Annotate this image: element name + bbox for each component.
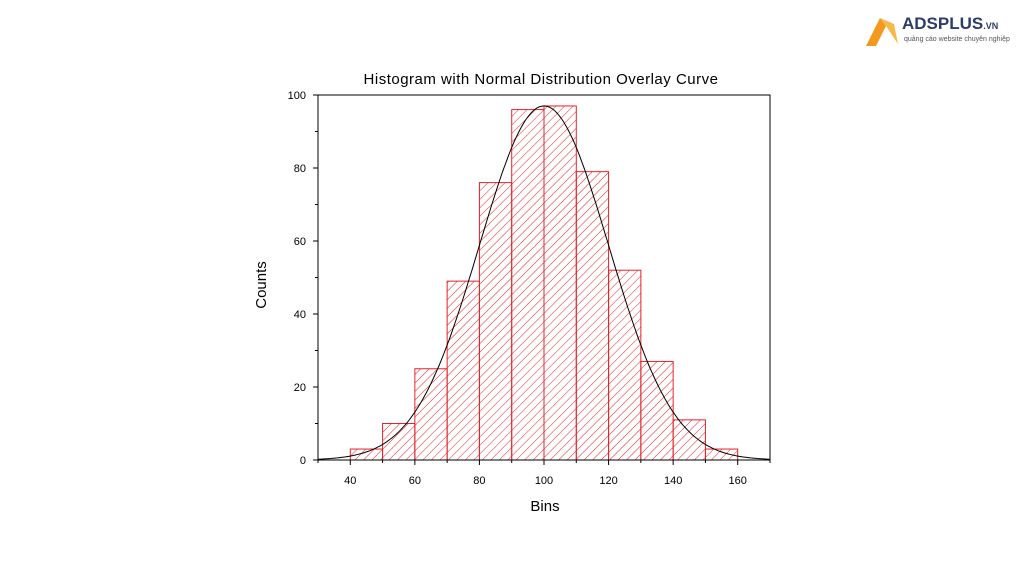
histogram-bar [704,448,739,461]
y-tick-label: 100 [288,90,306,102]
y-tick-label: 0 [300,455,306,467]
histogram-bar [511,109,545,461]
y-axis-title: Counts [253,261,270,309]
brand-logo: ADSPLUS.VN quảng cáo website chuyên nghi… [862,12,1012,52]
histogram-bar [478,182,513,461]
y-axis-ticks: 0 20 40 60 80 100 [288,90,318,467]
bars-group [349,105,739,461]
histogram-bar [446,280,480,461]
x-tick-label: 60 [409,475,421,487]
x-axis-title: Bins [530,498,559,515]
brand-name-text: ADSPLUS [902,14,984,33]
normal-curve [318,105,770,460]
logo-mark-icon [866,18,898,46]
brand-tld: .VN [983,21,999,31]
y-tick-label: 80 [294,163,306,175]
chart-title: Histogram with Normal Distribution Overl… [364,71,719,88]
histogram-bar [382,423,416,461]
x-tick-label: 100 [535,475,553,487]
brand-name: ADSPLUS.VN [902,14,998,34]
x-tick-label: 140 [664,475,682,487]
x-tick-label: 120 [599,475,617,487]
y-tick-label: 20 [294,382,306,394]
x-tick-label: 160 [729,475,747,487]
y-tick-label: 60 [294,236,306,248]
histogram-bar [640,360,674,461]
histogram-bar [672,419,706,461]
x-tick-label: 80 [473,475,485,487]
histogram-bar [575,171,610,461]
histogram-bar [349,448,384,461]
x-tick-label: 40 [344,475,356,487]
y-tick-label: 40 [294,309,306,321]
histogram-bar [543,105,577,461]
brand-tagline: quảng cáo website chuyên nghiệp [904,36,1010,43]
x-axis-ticks: 40 60 80 100 120 140 160 [317,460,771,487]
